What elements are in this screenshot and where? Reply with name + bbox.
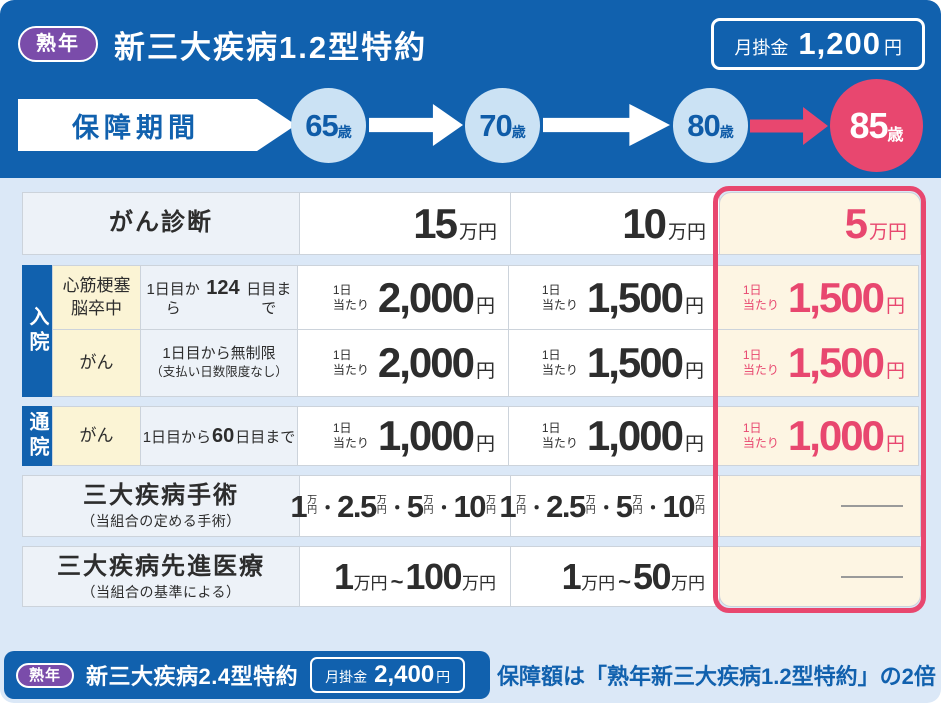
footer-plan-title: 新三大疾病2.4型特約 — [86, 664, 299, 689]
infarction-value-80: 1日 当たり 1,500 円 — [717, 265, 919, 330]
coverage-period-label: 保障期間 — [72, 112, 200, 143]
no-benefit-dash: — — [841, 505, 903, 507]
age-70-unit: 歳 — [511, 123, 526, 140]
diagnosis-value-70: 10 万円 — [510, 192, 720, 255]
footer-premium-box: 月掛金 2,400 円 — [310, 657, 466, 693]
hospitalization-group-label: 入院 — [22, 265, 53, 397]
page-title: 新三大疾病1.2型特約 — [114, 29, 428, 65]
diagnosis-label: がん診断 — [109, 209, 213, 237]
infarction-disease-cell: 心筋梗塞 脳卒中 — [52, 265, 141, 330]
advanced-value-65: 1 万円 ~100 万円 — [299, 546, 511, 607]
premium-value: 1,200 — [798, 26, 881, 61]
table-row-advanced-medical: 三大疾病先進医療 （当組合の基準による） 1 万円 ~100 万円 1 万円 ~50 万円 … — [22, 546, 923, 607]
diagnosis-label-cell: がん診断 — [22, 192, 300, 255]
age-85-number: 85 — [849, 104, 888, 146]
age-65-circle: 65 歳 — [291, 88, 366, 163]
hosp-cancer-condition-cell: 1日目から無制限 （支払い日数限度なし） — [140, 329, 298, 397]
age-65-unit: 歳 — [337, 123, 352, 140]
infarction-value-65: 1日 当たり 2,000 円 — [297, 265, 509, 330]
outpatient-condition-cell: 1日目から 60 日目まで — [140, 406, 298, 466]
coverage-period-label-arrow: 保障期間 — [18, 99, 296, 151]
premium-label: 月掛金 — [734, 38, 789, 58]
outpatient-value-80: 1日 当たり 1,000 円 — [717, 406, 919, 466]
arrow-right-pink-icon — [750, 107, 828, 145]
table-row-hospitalization-cancer: がん 1日目から無制限 （支払い日数限度なし） 1日 当たり 2,000 円 1日 当た… — [52, 329, 919, 397]
table-row-infarction-stroke: 心筋梗塞 脳卒中 1日目から 124 日目まで 1日 当たり 2,000 円 1日 当たり 1… — [52, 265, 919, 330]
arrow-right-icon — [369, 104, 463, 146]
age-85-unit: 歳 — [887, 126, 904, 144]
age-85-circle: 85 歳 — [830, 79, 923, 172]
diagnosis-value-80: 5 万円 — [719, 192, 921, 255]
infarction-condition-cell: 1日目から 124 日目まで — [140, 265, 298, 330]
plan-category-badge: 熟年 — [18, 26, 98, 62]
surgery-value-80: — — [719, 475, 921, 537]
footer-note: 保障額は「熟年新三大疾病1.2型特約」の2倍 — [497, 664, 936, 689]
surgery-label-cell: 三大疾病手術 （当組合の定める手術） — [22, 475, 300, 537]
infarction-value-70: 1日 当たり 1,500 円 — [508, 265, 718, 330]
plan-category-badge: 熟年 — [16, 662, 75, 688]
advanced-label-cell: 三大疾病先進医療 （当組合の基準による） — [22, 546, 300, 607]
hosp-cancer-value-65: 1日 当たり 2,000 円 — [297, 329, 509, 397]
header: 熟年 新三大疾病1.2型特約 月掛金 1,200 円 保障期間 65 歳 70 … — [0, 0, 941, 178]
age-80-unit: 歳 — [719, 123, 734, 140]
age-70-number: 70 — [479, 107, 512, 143]
table-row-outpatient-cancer: 通院 がん 1日目から 60 日目まで 1日 当たり 1,000 円 1日 当たり 1,000… — [22, 406, 923, 466]
age-80-circle: 80 歳 — [673, 88, 748, 163]
outpatient-disease-cell: がん — [52, 406, 141, 466]
header-top-row: 熟年 新三大疾病1.2型特約 月掛金 1,200 円 — [18, 18, 925, 70]
benefit-table: がん診断 15 万円 10 万円 5 万円 入院 心筋梗塞 脳卒中 — [22, 192, 923, 607]
hosp-cancer-value-70: 1日 当たり 1,500 円 — [508, 329, 718, 397]
premium-unit: 円 — [884, 38, 902, 58]
monthly-premium-box: 月掛金 1,200 円 — [711, 18, 925, 70]
age-65-number: 65 — [305, 107, 338, 143]
no-benefit-dash: — — [841, 575, 903, 578]
outpatient-group-label: 通院 — [22, 406, 53, 466]
arrow-right-icon — [543, 104, 670, 146]
footer-plan-bar: 熟年 新三大疾病2.4型特約 月掛金 2,400 円 — [4, 651, 490, 699]
table-group-hospitalization: 入院 心筋梗塞 脳卒中 1日目から 124 日目まで 1日 当たり 2,000 円 — [22, 265, 923, 397]
hosp-cancer-disease-cell: がん — [52, 329, 141, 397]
advanced-value-80: — — [719, 546, 921, 607]
advanced-value-70: 1 万円 ~50 万円 — [510, 546, 720, 607]
hosp-cancer-value-80: 1日 当たり 1,500 円 — [717, 329, 919, 397]
surgery-value-70: 1 万円・ 2.5 万円・ 5 万円・ 10 万円 — [499, 475, 720, 537]
age-80-number: 80 — [687, 107, 720, 143]
table-row-cancer-diagnosis: がん診断 15 万円 10 万円 5 万円 — [22, 192, 923, 255]
diagnosis-value-65: 15 万円 — [299, 192, 511, 255]
surgery-value-65: 1 万円・ 2.5 万円・ 5 万円・ 10 万円 — [290, 475, 511, 537]
outpatient-value-70: 1日 当たり 1,000 円 — [508, 406, 718, 466]
outpatient-value-65: 1日 当たり 1,000 円 — [297, 406, 509, 466]
age-70-circle: 70 歳 — [465, 88, 540, 163]
